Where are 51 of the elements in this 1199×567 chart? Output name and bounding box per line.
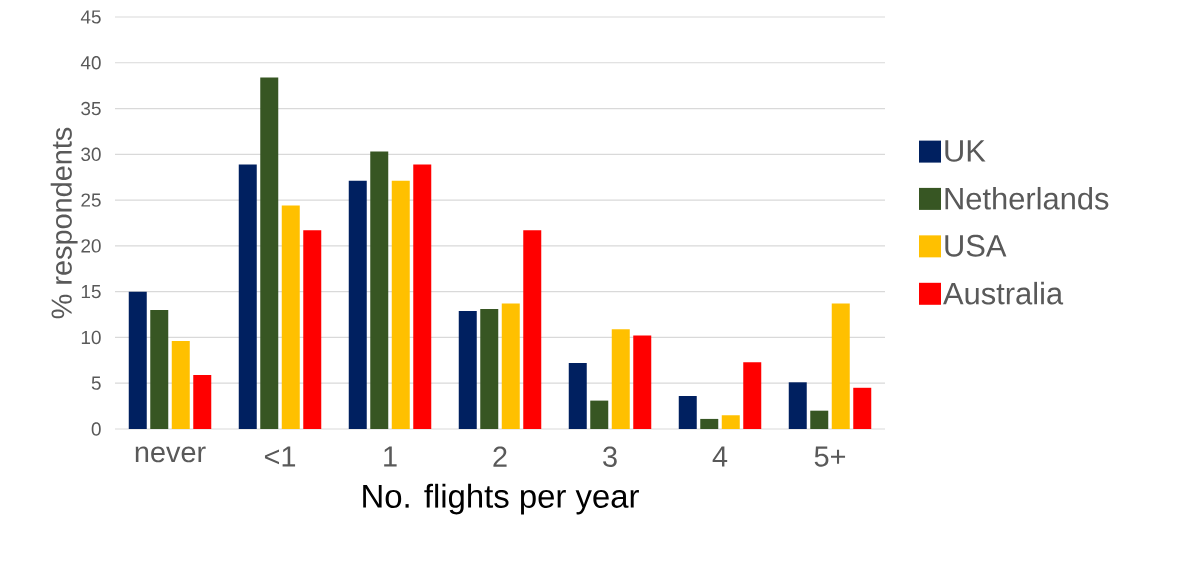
y-tick-label: 40 [80, 56, 101, 70]
bar [633, 335, 652, 429]
legend-label: UK [945, 140, 986, 162]
y-tick-label: 10 [81, 330, 101, 345]
bar [260, 77, 279, 429]
y-tick-label: 25 [81, 193, 101, 207]
y-axis-title: % respondents [50, 127, 78, 319]
bar [171, 341, 190, 429]
x-tick-label: 2 [493, 446, 507, 467]
x-tick-label: never [135, 446, 206, 463]
bar [348, 180, 367, 429]
y-tick-label: 30 [81, 147, 101, 162]
bar [303, 230, 322, 429]
y-tick-label: 20 [81, 239, 101, 253]
bar [810, 410, 829, 429]
bar [590, 400, 609, 429]
bar [128, 291, 147, 429]
bar [611, 329, 630, 429]
y-tick-label: 35 [81, 101, 101, 116]
bar [721, 415, 740, 429]
bar [743, 362, 762, 429]
x-axis-title: No. flights per year [363, 483, 639, 515]
bar [370, 151, 389, 429]
bar [458, 310, 477, 429]
bar [788, 382, 807, 429]
x-tick-label: 4 [712, 446, 728, 467]
legend-label: Netherlands [945, 186, 1109, 210]
legend-label: Australia [943, 281, 1064, 305]
bar [193, 374, 212, 429]
bar [391, 180, 410, 429]
bar [480, 309, 499, 429]
y-tick-label: 15 [81, 285, 101, 299]
bar [678, 396, 697, 429]
x-tick-label: <1 [264, 446, 296, 467]
bar [831, 303, 850, 429]
bar [238, 164, 257, 429]
bar [568, 363, 587, 429]
x-tick-label: 5+ [814, 446, 846, 467]
y-tick-label: 5 [91, 376, 101, 390]
bar [523, 230, 542, 429]
y-tick-label: 0 [91, 422, 101, 436]
bar [501, 303, 520, 429]
bar [281, 205, 300, 429]
bar [413, 164, 432, 429]
x-tick-label: 1 [384, 446, 397, 467]
x-tick-label: 3 [603, 446, 617, 467]
bar [150, 309, 169, 429]
bar [853, 387, 872, 429]
y-tick-label: 45 [80, 10, 101, 24]
bar [700, 418, 719, 429]
legend-label: USA [945, 234, 1007, 257]
